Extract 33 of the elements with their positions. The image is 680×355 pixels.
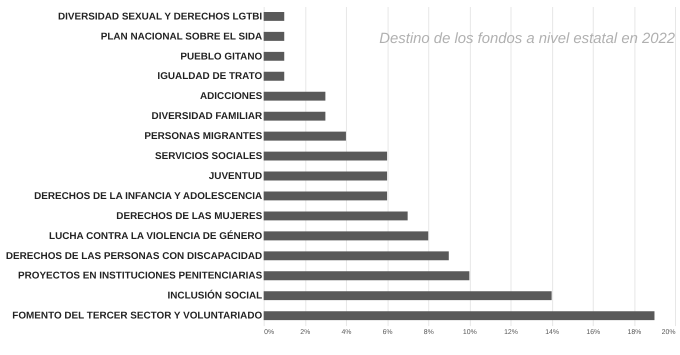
- bar: [264, 92, 326, 101]
- y-tick-label: DIVERSIDAD FAMILIAR: [152, 111, 262, 122]
- bar: [264, 12, 284, 21]
- bar: [264, 211, 408, 220]
- y-tick-label: LUCHA CONTRA LA VIOLENCIA DE GÉNERO: [49, 230, 262, 242]
- bar: [264, 271, 470, 280]
- y-tick-label: ADICCIONES: [200, 91, 263, 102]
- bar: [264, 172, 388, 180]
- bar: [264, 291, 552, 300]
- bar: [264, 52, 284, 61]
- bar: [264, 311, 654, 320]
- bar: [264, 112, 326, 121]
- y-tick-label: DERECHOS DE LAS PERSONAS CON DISCAPACIDAD: [6, 250, 262, 262]
- y-tick-label: PERSONAS MIGRANTES: [144, 131, 263, 142]
- bar: [264, 32, 284, 41]
- bar: [264, 251, 449, 260]
- y-tick-label: FOMENTO DEL TERCER SECTOR Y VOLUNTARIADO: [12, 310, 262, 322]
- y-tick-label: INCLUSIÓN SOCIAL: [168, 290, 262, 302]
- y-tick-label: PROYECTOS EN INSTITUCIONES PENITENCIARIAS: [18, 270, 263, 282]
- bar: [264, 132, 346, 141]
- y-tick-label: PLAN NACIONAL SOBRE EL SIDA: [100, 31, 262, 42]
- y-tick-label: PUEBLO GITANO: [180, 51, 262, 62]
- y-tick-label: IGUALDAD DE TRATO: [157, 71, 262, 82]
- bar: [264, 72, 284, 81]
- text: Destino de los fondos a nivel estatal en 2022: [379, 31, 676, 48]
- bar: [264, 192, 388, 200]
- y-tick-label: DERECHOS DE LAS MUJERES: [116, 210, 263, 222]
- y-tick-label: JUVENTUD: [208, 170, 262, 182]
- y-tick-label: DIVERSIDAD SEXUAL Y DERECHOS LGTBI: [58, 11, 262, 22]
- y-tick-label: DERECHOS DE LA INFANCIA Y ADOLESCENCIA: [34, 190, 262, 202]
- y-tick-label: SERVICIOS SOCIALES: [155, 151, 263, 162]
- bar: [264, 231, 428, 240]
- bar: [264, 152, 388, 161]
